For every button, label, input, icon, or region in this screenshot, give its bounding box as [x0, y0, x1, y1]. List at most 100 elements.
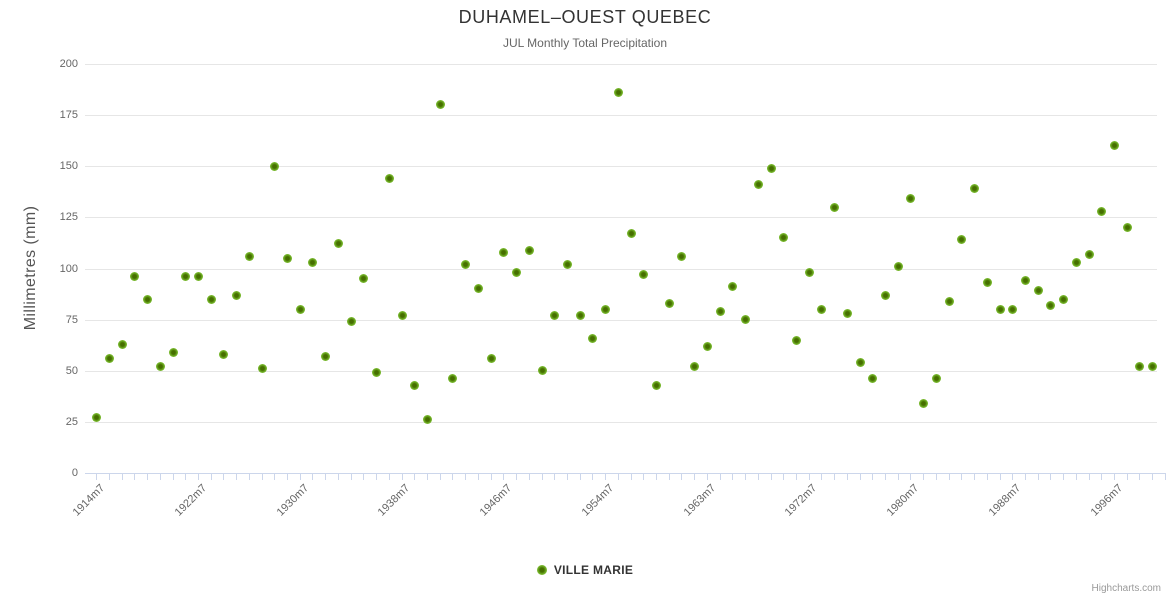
data-point[interactable] — [741, 315, 751, 325]
data-point[interactable] — [232, 290, 242, 300]
data-point[interactable] — [257, 364, 267, 374]
data-point[interactable] — [613, 88, 623, 98]
data-point[interactable] — [537, 366, 547, 376]
data-point[interactable] — [1033, 286, 1043, 296]
data-point[interactable] — [830, 202, 840, 212]
data-point[interactable] — [601, 304, 611, 314]
data-point[interactable] — [473, 284, 483, 294]
data-point[interactable] — [295, 304, 305, 314]
data-point[interactable] — [804, 268, 814, 278]
data-point[interactable] — [919, 398, 929, 408]
data-point[interactable] — [893, 261, 903, 271]
data-point[interactable] — [868, 374, 878, 384]
x-tick-mark — [910, 474, 912, 480]
data-point[interactable] — [486, 353, 496, 363]
data-point[interactable] — [1148, 362, 1158, 372]
data-point[interactable] — [104, 353, 114, 363]
data-point[interactable] — [575, 311, 585, 321]
data-point[interactable] — [117, 339, 127, 349]
data-point[interactable] — [702, 341, 712, 351]
data-point[interactable] — [677, 251, 687, 261]
data-point[interactable] — [791, 335, 801, 345]
data-point[interactable] — [308, 257, 318, 267]
data-point[interactable] — [448, 374, 458, 384]
x-tick-mark — [974, 474, 976, 480]
data-point[interactable] — [130, 272, 140, 282]
data-point[interactable] — [626, 229, 636, 239]
x-tick-mark — [541, 474, 543, 480]
data-point[interactable] — [1122, 223, 1132, 233]
data-point[interactable] — [384, 174, 394, 184]
data-point[interactable] — [639, 270, 649, 280]
data-point[interactable] — [957, 235, 967, 245]
data-point[interactable] — [1084, 249, 1094, 259]
data-point[interactable] — [970, 184, 980, 194]
data-point[interactable] — [931, 374, 941, 384]
data-point[interactable] — [346, 317, 356, 327]
data-point[interactable] — [1135, 362, 1145, 372]
x-tick-mark — [554, 474, 556, 480]
data-point[interactable] — [155, 362, 165, 372]
data-point[interactable] — [982, 278, 992, 288]
data-point[interactable] — [270, 161, 280, 171]
data-point[interactable] — [779, 233, 789, 243]
data-point[interactable] — [766, 163, 776, 173]
data-point[interactable] — [435, 100, 445, 110]
data-point[interactable] — [1071, 257, 1081, 267]
legend-marker-icon — [536, 565, 547, 575]
data-point[interactable] — [842, 308, 852, 318]
data-point[interactable] — [1008, 304, 1018, 314]
legend-item-ville-marie[interactable]: VILLE MARIE — [0, 563, 1170, 577]
data-point[interactable] — [588, 333, 598, 343]
data-point[interactable] — [1046, 300, 1056, 310]
data-point[interactable] — [562, 259, 572, 269]
data-point[interactable] — [550, 311, 560, 321]
data-point[interactable] — [321, 351, 331, 361]
data-point[interactable] — [1059, 294, 1069, 304]
data-point[interactable] — [690, 362, 700, 372]
data-point[interactable] — [372, 368, 382, 378]
data-point[interactable] — [944, 296, 954, 306]
data-point[interactable] — [753, 180, 763, 190]
data-point[interactable] — [715, 306, 725, 316]
data-point[interactable] — [652, 380, 661, 390]
data-point[interactable] — [664, 298, 674, 308]
data-point[interactable] — [181, 272, 191, 282]
data-point[interactable] — [855, 358, 865, 368]
data-point[interactable] — [410, 380, 420, 390]
data-point[interactable] — [728, 282, 738, 292]
highcharts-credits-link[interactable]: Highcharts.com — [1091, 583, 1161, 594]
x-tick-mark — [1063, 474, 1065, 480]
data-point[interactable] — [92, 413, 102, 423]
data-point[interactable] — [333, 239, 343, 249]
x-tick-mark — [376, 474, 378, 480]
data-point[interactable] — [499, 247, 509, 257]
x-tick-label: 1914m7 — [70, 482, 108, 519]
data-point[interactable] — [359, 274, 369, 284]
data-point[interactable] — [1110, 141, 1120, 151]
data-point[interactable] — [143, 294, 153, 304]
data-point[interactable] — [461, 259, 471, 269]
data-point[interactable] — [881, 290, 891, 300]
data-point[interactable] — [422, 415, 432, 425]
data-point[interactable] — [193, 272, 203, 282]
data-point[interactable] — [524, 245, 534, 255]
data-point[interactable] — [283, 253, 293, 263]
data-point[interactable] — [206, 294, 216, 304]
y-tick-label: 0 — [71, 467, 78, 479]
x-tick-mark — [834, 474, 836, 480]
data-point[interactable] — [995, 304, 1005, 314]
x-tick-label: 1946m7 — [477, 482, 515, 519]
data-point[interactable] — [906, 194, 916, 204]
x-tick-mark — [452, 474, 454, 480]
data-point[interactable] — [512, 268, 522, 278]
data-point[interactable] — [219, 349, 229, 359]
x-tick-mark — [795, 474, 797, 480]
data-point[interactable] — [397, 311, 407, 321]
data-point[interactable] — [1020, 276, 1030, 286]
x-tick-label: 1938m7 — [375, 482, 413, 519]
data-point[interactable] — [817, 304, 827, 314]
data-point[interactable] — [244, 251, 254, 261]
data-point[interactable] — [168, 347, 178, 357]
data-point[interactable] — [1097, 206, 1107, 216]
